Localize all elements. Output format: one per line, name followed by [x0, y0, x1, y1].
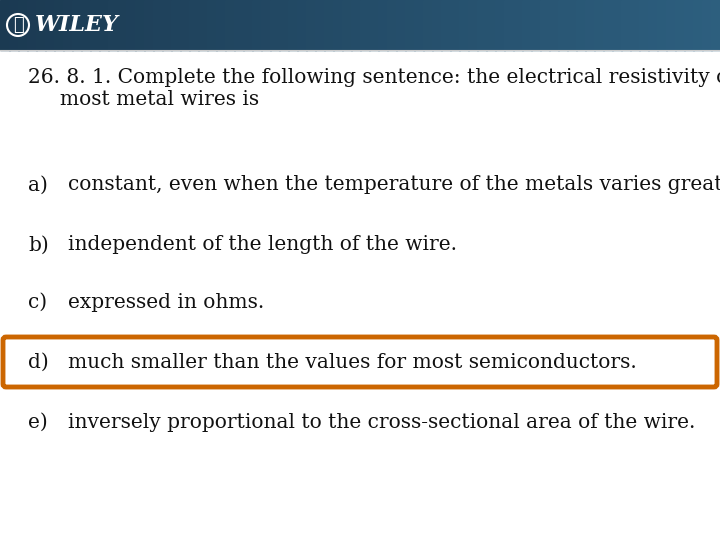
- Bar: [360, 0, 370, 50]
- Bar: [81, 0, 91, 50]
- Bar: [279, 0, 289, 50]
- Bar: [153, 0, 163, 50]
- FancyBboxPatch shape: [3, 337, 717, 387]
- Bar: [657, 0, 667, 50]
- Bar: [666, 0, 676, 50]
- Bar: [0, 0, 10, 50]
- Bar: [549, 0, 559, 50]
- Text: much smaller than the values for most semiconductors.: much smaller than the values for most se…: [68, 353, 636, 372]
- Bar: [378, 0, 388, 50]
- Bar: [180, 0, 190, 50]
- Text: e): e): [28, 413, 48, 431]
- Bar: [324, 0, 334, 50]
- Bar: [648, 0, 658, 50]
- Bar: [504, 0, 514, 50]
- Bar: [63, 0, 73, 50]
- Bar: [45, 0, 55, 50]
- Bar: [90, 0, 100, 50]
- Bar: [612, 0, 622, 50]
- Bar: [630, 0, 640, 50]
- Text: d): d): [28, 353, 49, 372]
- Bar: [243, 0, 253, 50]
- Bar: [234, 0, 244, 50]
- Bar: [351, 0, 361, 50]
- Bar: [225, 0, 235, 50]
- Bar: [270, 0, 280, 50]
- Bar: [567, 0, 577, 50]
- Bar: [432, 0, 442, 50]
- Bar: [126, 0, 136, 50]
- Text: ⓦ: ⓦ: [13, 16, 23, 34]
- Bar: [252, 0, 262, 50]
- Bar: [531, 0, 541, 50]
- Bar: [333, 0, 343, 50]
- Bar: [459, 0, 469, 50]
- Bar: [162, 0, 172, 50]
- Bar: [171, 0, 181, 50]
- Bar: [576, 0, 586, 50]
- Bar: [306, 0, 316, 50]
- Bar: [315, 0, 325, 50]
- Text: c): c): [28, 293, 47, 312]
- Bar: [387, 0, 397, 50]
- Bar: [441, 0, 451, 50]
- Text: inversely proportional to the cross-sectional area of the wire.: inversely proportional to the cross-sect…: [68, 413, 696, 431]
- Bar: [108, 0, 118, 50]
- Text: most metal wires is: most metal wires is: [28, 90, 259, 109]
- Bar: [621, 0, 631, 50]
- Bar: [9, 0, 19, 50]
- Bar: [297, 0, 307, 50]
- Bar: [396, 0, 406, 50]
- Bar: [513, 0, 523, 50]
- Bar: [27, 0, 37, 50]
- Bar: [477, 0, 487, 50]
- Bar: [423, 0, 433, 50]
- Bar: [702, 0, 712, 50]
- Bar: [495, 0, 505, 50]
- Text: b): b): [28, 235, 49, 254]
- Bar: [369, 0, 379, 50]
- Bar: [585, 0, 595, 50]
- Bar: [639, 0, 649, 50]
- Bar: [342, 0, 352, 50]
- Text: expressed in ohms.: expressed in ohms.: [68, 293, 264, 312]
- Bar: [261, 0, 271, 50]
- Bar: [693, 0, 703, 50]
- Bar: [684, 0, 694, 50]
- Bar: [216, 0, 226, 50]
- Bar: [72, 0, 82, 50]
- Bar: [414, 0, 424, 50]
- Bar: [99, 0, 109, 50]
- Bar: [711, 0, 720, 50]
- Bar: [540, 0, 550, 50]
- Bar: [54, 0, 64, 50]
- Bar: [135, 0, 145, 50]
- Bar: [144, 0, 154, 50]
- Text: 26. 8. 1. Complete the following sentence: the electrical resistivity of: 26. 8. 1. Complete the following sentenc…: [28, 68, 720, 87]
- Bar: [675, 0, 685, 50]
- Bar: [207, 0, 217, 50]
- Bar: [522, 0, 532, 50]
- Text: a): a): [28, 176, 48, 194]
- Bar: [558, 0, 568, 50]
- Bar: [450, 0, 460, 50]
- Bar: [486, 0, 496, 50]
- Text: independent of the length of the wire.: independent of the length of the wire.: [68, 235, 457, 254]
- Bar: [468, 0, 478, 50]
- Bar: [18, 0, 28, 50]
- Bar: [603, 0, 613, 50]
- Text: WILEY: WILEY: [35, 14, 119, 36]
- Bar: [189, 0, 199, 50]
- Text: constant, even when the temperature of the metals varies greatly.: constant, even when the temperature of t…: [68, 176, 720, 194]
- Bar: [117, 0, 127, 50]
- Bar: [36, 0, 46, 50]
- Bar: [405, 0, 415, 50]
- Bar: [198, 0, 208, 50]
- Bar: [594, 0, 604, 50]
- Bar: [288, 0, 298, 50]
